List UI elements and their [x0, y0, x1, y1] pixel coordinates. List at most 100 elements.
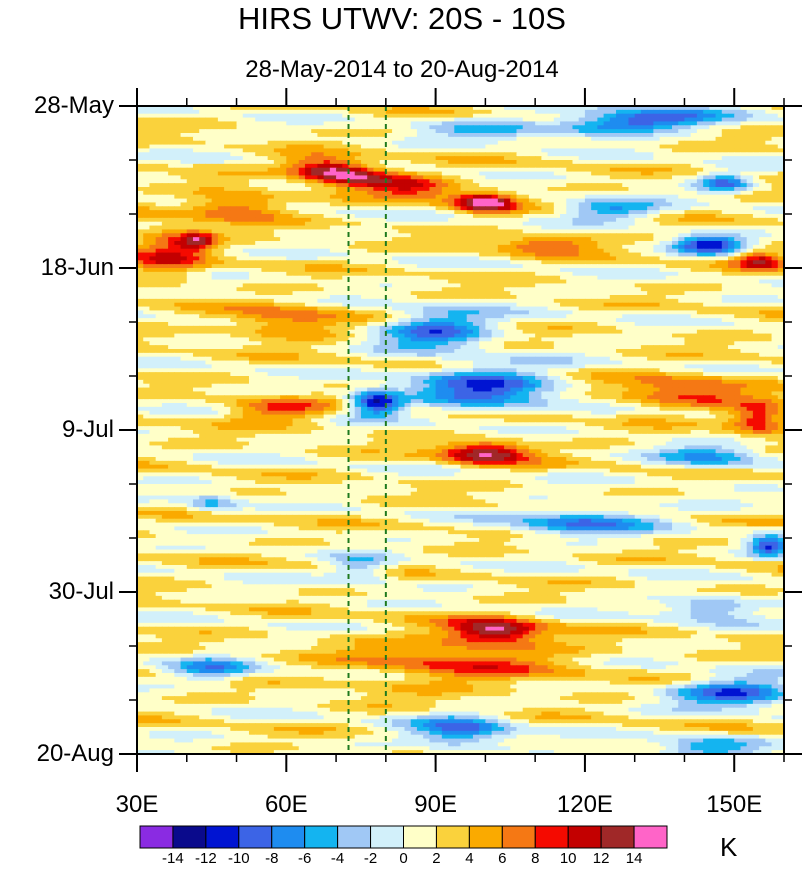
heatmap-cell	[504, 252, 511, 258]
heatmap-cell	[634, 198, 642, 204]
heatmap-cell	[622, 256, 630, 261]
heatmap-cell	[311, 163, 319, 169]
heatmap-cell	[404, 221, 412, 227]
heatmap-cell	[740, 163, 748, 169]
heatmap-cell	[186, 183, 194, 188]
heatmap-cell	[348, 194, 356, 200]
heatmap-cell	[304, 106, 312, 111]
heatmap-cell	[485, 117, 493, 123]
heatmap-cell	[497, 160, 505, 165]
heatmap-cell	[715, 106, 723, 111]
heatmap-cell	[448, 160, 455, 165]
heatmap-cell	[746, 198, 754, 204]
heatmap-cell	[348, 210, 356, 215]
heatmap-cell	[230, 109, 238, 115]
heatmap-cell	[199, 256, 207, 261]
heatmap-cell	[746, 194, 754, 200]
heatmap-cell	[329, 237, 337, 242]
heatmap-cell	[603, 221, 611, 227]
heatmap-cell	[485, 233, 493, 238]
heatmap-cell	[423, 202, 430, 207]
heatmap-cell	[460, 210, 468, 215]
heatmap-cell	[217, 140, 225, 146]
heatmap-cell	[317, 214, 325, 219]
heatmap-cell	[230, 106, 238, 111]
heatmap-cell	[317, 167, 325, 173]
heatmap-cell	[398, 136, 406, 142]
heatmap-cell	[709, 109, 717, 115]
heatmap-cell	[385, 156, 393, 161]
heatmap-cell	[466, 225, 474, 231]
heatmap-cell	[280, 160, 287, 165]
heatmap-cell	[329, 283, 337, 288]
heatmap-cell	[192, 275, 200, 281]
heatmap-cell	[236, 183, 244, 188]
heatmap-cell	[155, 106, 163, 111]
heatmap-cell	[255, 125, 263, 130]
heatmap-cell	[304, 179, 312, 184]
heatmap-cell	[460, 244, 468, 250]
heatmap-cell	[522, 233, 530, 238]
heatmap-cell	[703, 190, 710, 196]
heatmap-cell	[522, 133, 530, 138]
heatmap-cell	[410, 160, 418, 165]
heatmap-cell	[404, 233, 412, 238]
heatmap-cell	[709, 237, 717, 242]
heatmap-cell	[659, 129, 667, 134]
heatmap-cell	[728, 194, 735, 200]
heatmap-cell	[497, 241, 505, 246]
heatmap-cell	[497, 271, 505, 277]
heatmap-cell	[236, 252, 244, 258]
heatmap-cell	[255, 148, 263, 153]
heatmap-cell	[261, 202, 269, 207]
heatmap-cell	[174, 252, 182, 258]
heatmap-cell	[584, 237, 592, 242]
heatmap-cell	[597, 202, 605, 207]
heatmap-cell	[672, 148, 679, 153]
heatmap-cell	[665, 252, 673, 258]
heatmap-cell	[354, 287, 362, 292]
heatmap-cell	[528, 241, 536, 246]
heatmap-cell	[728, 109, 735, 115]
heatmap-cell	[560, 171, 567, 177]
heatmap-cell	[591, 113, 598, 119]
heatmap-cell	[186, 171, 194, 177]
heatmap-cell	[634, 121, 642, 126]
heatmap-cell	[734, 268, 742, 273]
heatmap-cell	[410, 252, 418, 258]
heatmap-cell	[678, 133, 686, 138]
heatmap-cell	[553, 210, 561, 215]
heatmap-cell	[752, 287, 760, 292]
heatmap-cell	[553, 271, 561, 277]
heatmap-cell	[628, 152, 636, 157]
heatmap-cell	[273, 260, 281, 265]
heatmap-cell	[454, 268, 462, 273]
heatmap-cell	[690, 194, 698, 200]
heatmap-cell	[416, 210, 424, 215]
heatmap-cell	[752, 136, 760, 142]
heatmap-cell	[672, 279, 679, 285]
heatmap-cell	[597, 217, 605, 223]
heatmap-cell	[510, 260, 518, 265]
heatmap-cell	[392, 214, 399, 219]
heatmap-cell	[721, 183, 729, 188]
heatmap-cell	[566, 148, 574, 153]
heatmap-cell	[323, 136, 331, 142]
heatmap-cell	[242, 144, 250, 150]
heatmap-cell	[560, 113, 567, 119]
heatmap-cell	[497, 210, 505, 215]
heatmap-cell	[634, 283, 642, 288]
heatmap-cell	[603, 252, 611, 258]
heatmap-cell	[385, 113, 393, 119]
heatmap-cell	[180, 194, 188, 200]
heatmap-cell	[236, 140, 244, 146]
heatmap-cell	[746, 206, 754, 211]
heatmap-cell	[696, 252, 704, 258]
heatmap-cell	[665, 175, 673, 180]
heatmap-cell	[510, 148, 518, 153]
heatmap-cell	[516, 117, 524, 123]
heatmap-cell	[230, 206, 238, 211]
heatmap-cell	[634, 268, 642, 273]
heatmap-cell	[385, 244, 393, 250]
heatmap-cell	[161, 113, 169, 119]
